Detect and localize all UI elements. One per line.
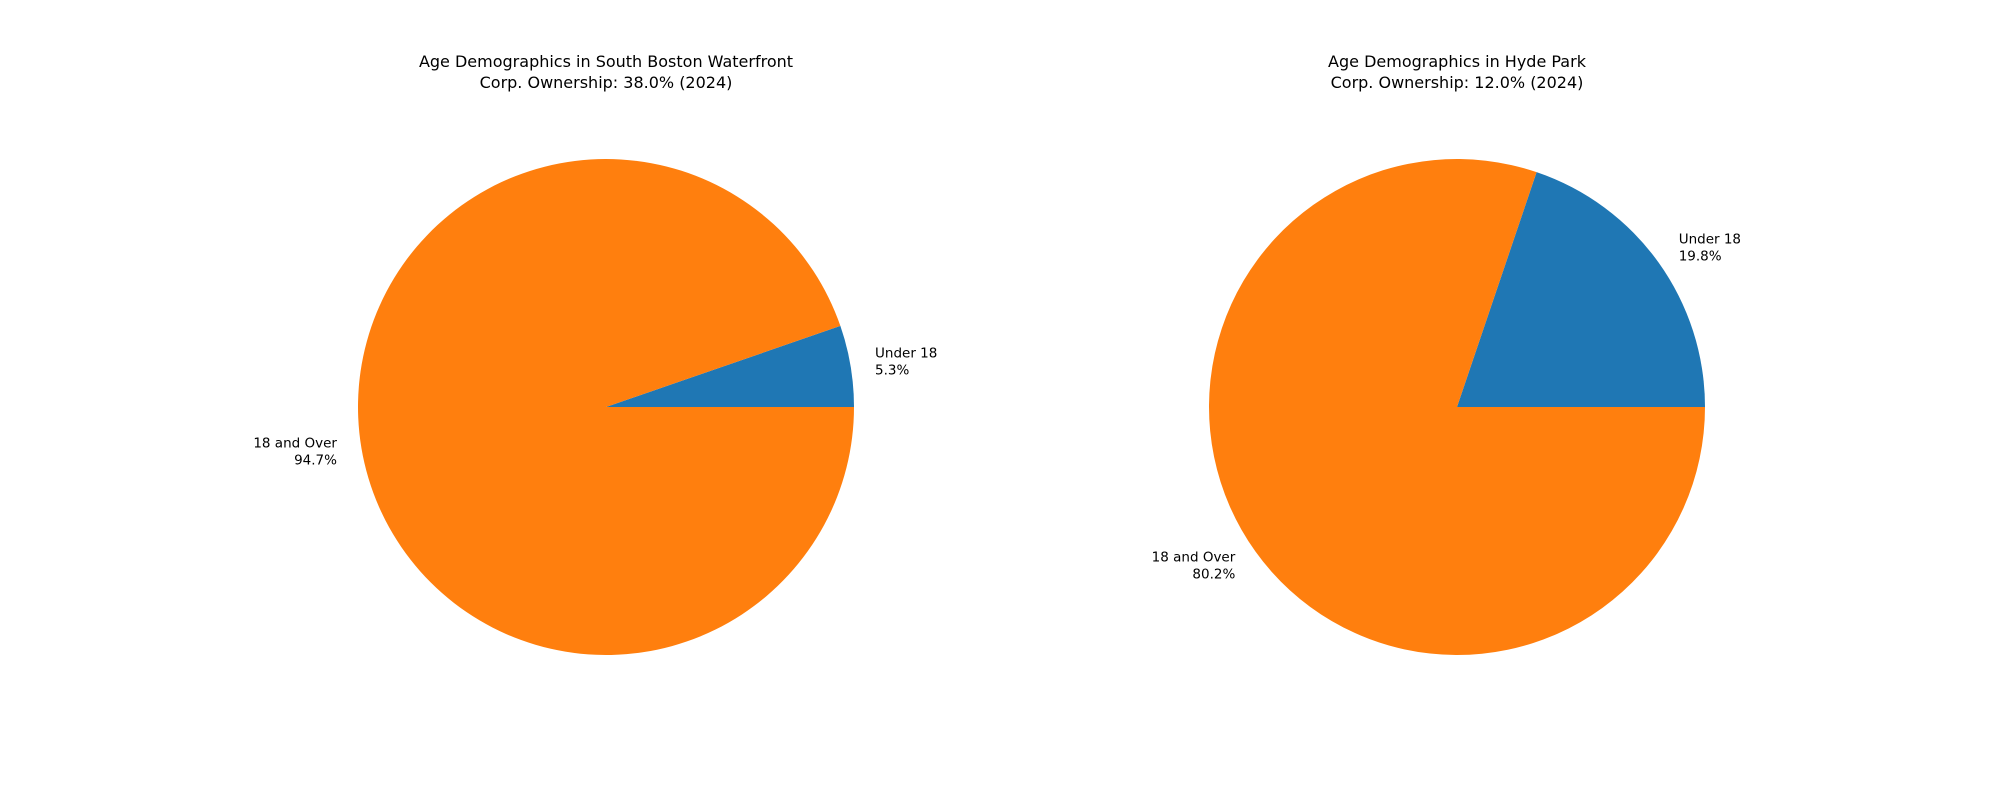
chart-title-line-1: Age Demographics in South Boston Waterfr…: [419, 52, 793, 71]
slice-percent-label: 19.8%: [1679, 249, 1722, 265]
chart-title-line-1: Age Demographics in Hyde Park: [1328, 52, 1587, 71]
chart-title-line-2: Corp. Ownership: 38.0% (2024): [480, 73, 733, 92]
slice-percent-label: 5.3%: [875, 362, 909, 378]
pie-slice-label: Under 18 19.8%: [1679, 232, 1741, 265]
pie-slices: [357, 158, 854, 655]
pie-slices: [1209, 159, 1705, 655]
pie-slice-label: Under 18 5.3%: [875, 345, 937, 378]
slice-category-label: Under 18: [875, 345, 937, 361]
pie-slice-18-and-over: [1209, 159, 1705, 655]
pie-slice-label: 18 and Over 94.7%: [253, 436, 337, 469]
slice-percent-label: 94.7%: [294, 453, 337, 469]
chart-title-line-2: Corp. Ownership: 12.0% (2024): [1331, 73, 1584, 92]
slice-category-label: 18 and Over: [253, 436, 337, 452]
pie-slice-labels: Under 18 5.3% 18 and Over 94.7%: [253, 345, 937, 468]
pie-slice-18-and-over: [357, 158, 854, 655]
slice-category-label: Under 18: [1679, 232, 1741, 248]
slice-category-label: 18 and Over: [1152, 549, 1236, 565]
pie-slice-labels: Under 18 19.8% 18 and Over 80.2%: [1152, 232, 1741, 583]
pie-slice-label: 18 and Over 80.2%: [1152, 549, 1236, 582]
pie-chart-hyde-park: Age Demographics in Hyde Park Corp. Owne…: [1152, 52, 1741, 655]
pie-slice-under-18: [606, 325, 854, 407]
pie-chart-south-boston-waterfront: Age Demographics in South Boston Waterfr…: [253, 52, 937, 655]
pie-slice-under-18: [1457, 172, 1705, 407]
slice-percent-label: 80.2%: [1192, 566, 1235, 582]
